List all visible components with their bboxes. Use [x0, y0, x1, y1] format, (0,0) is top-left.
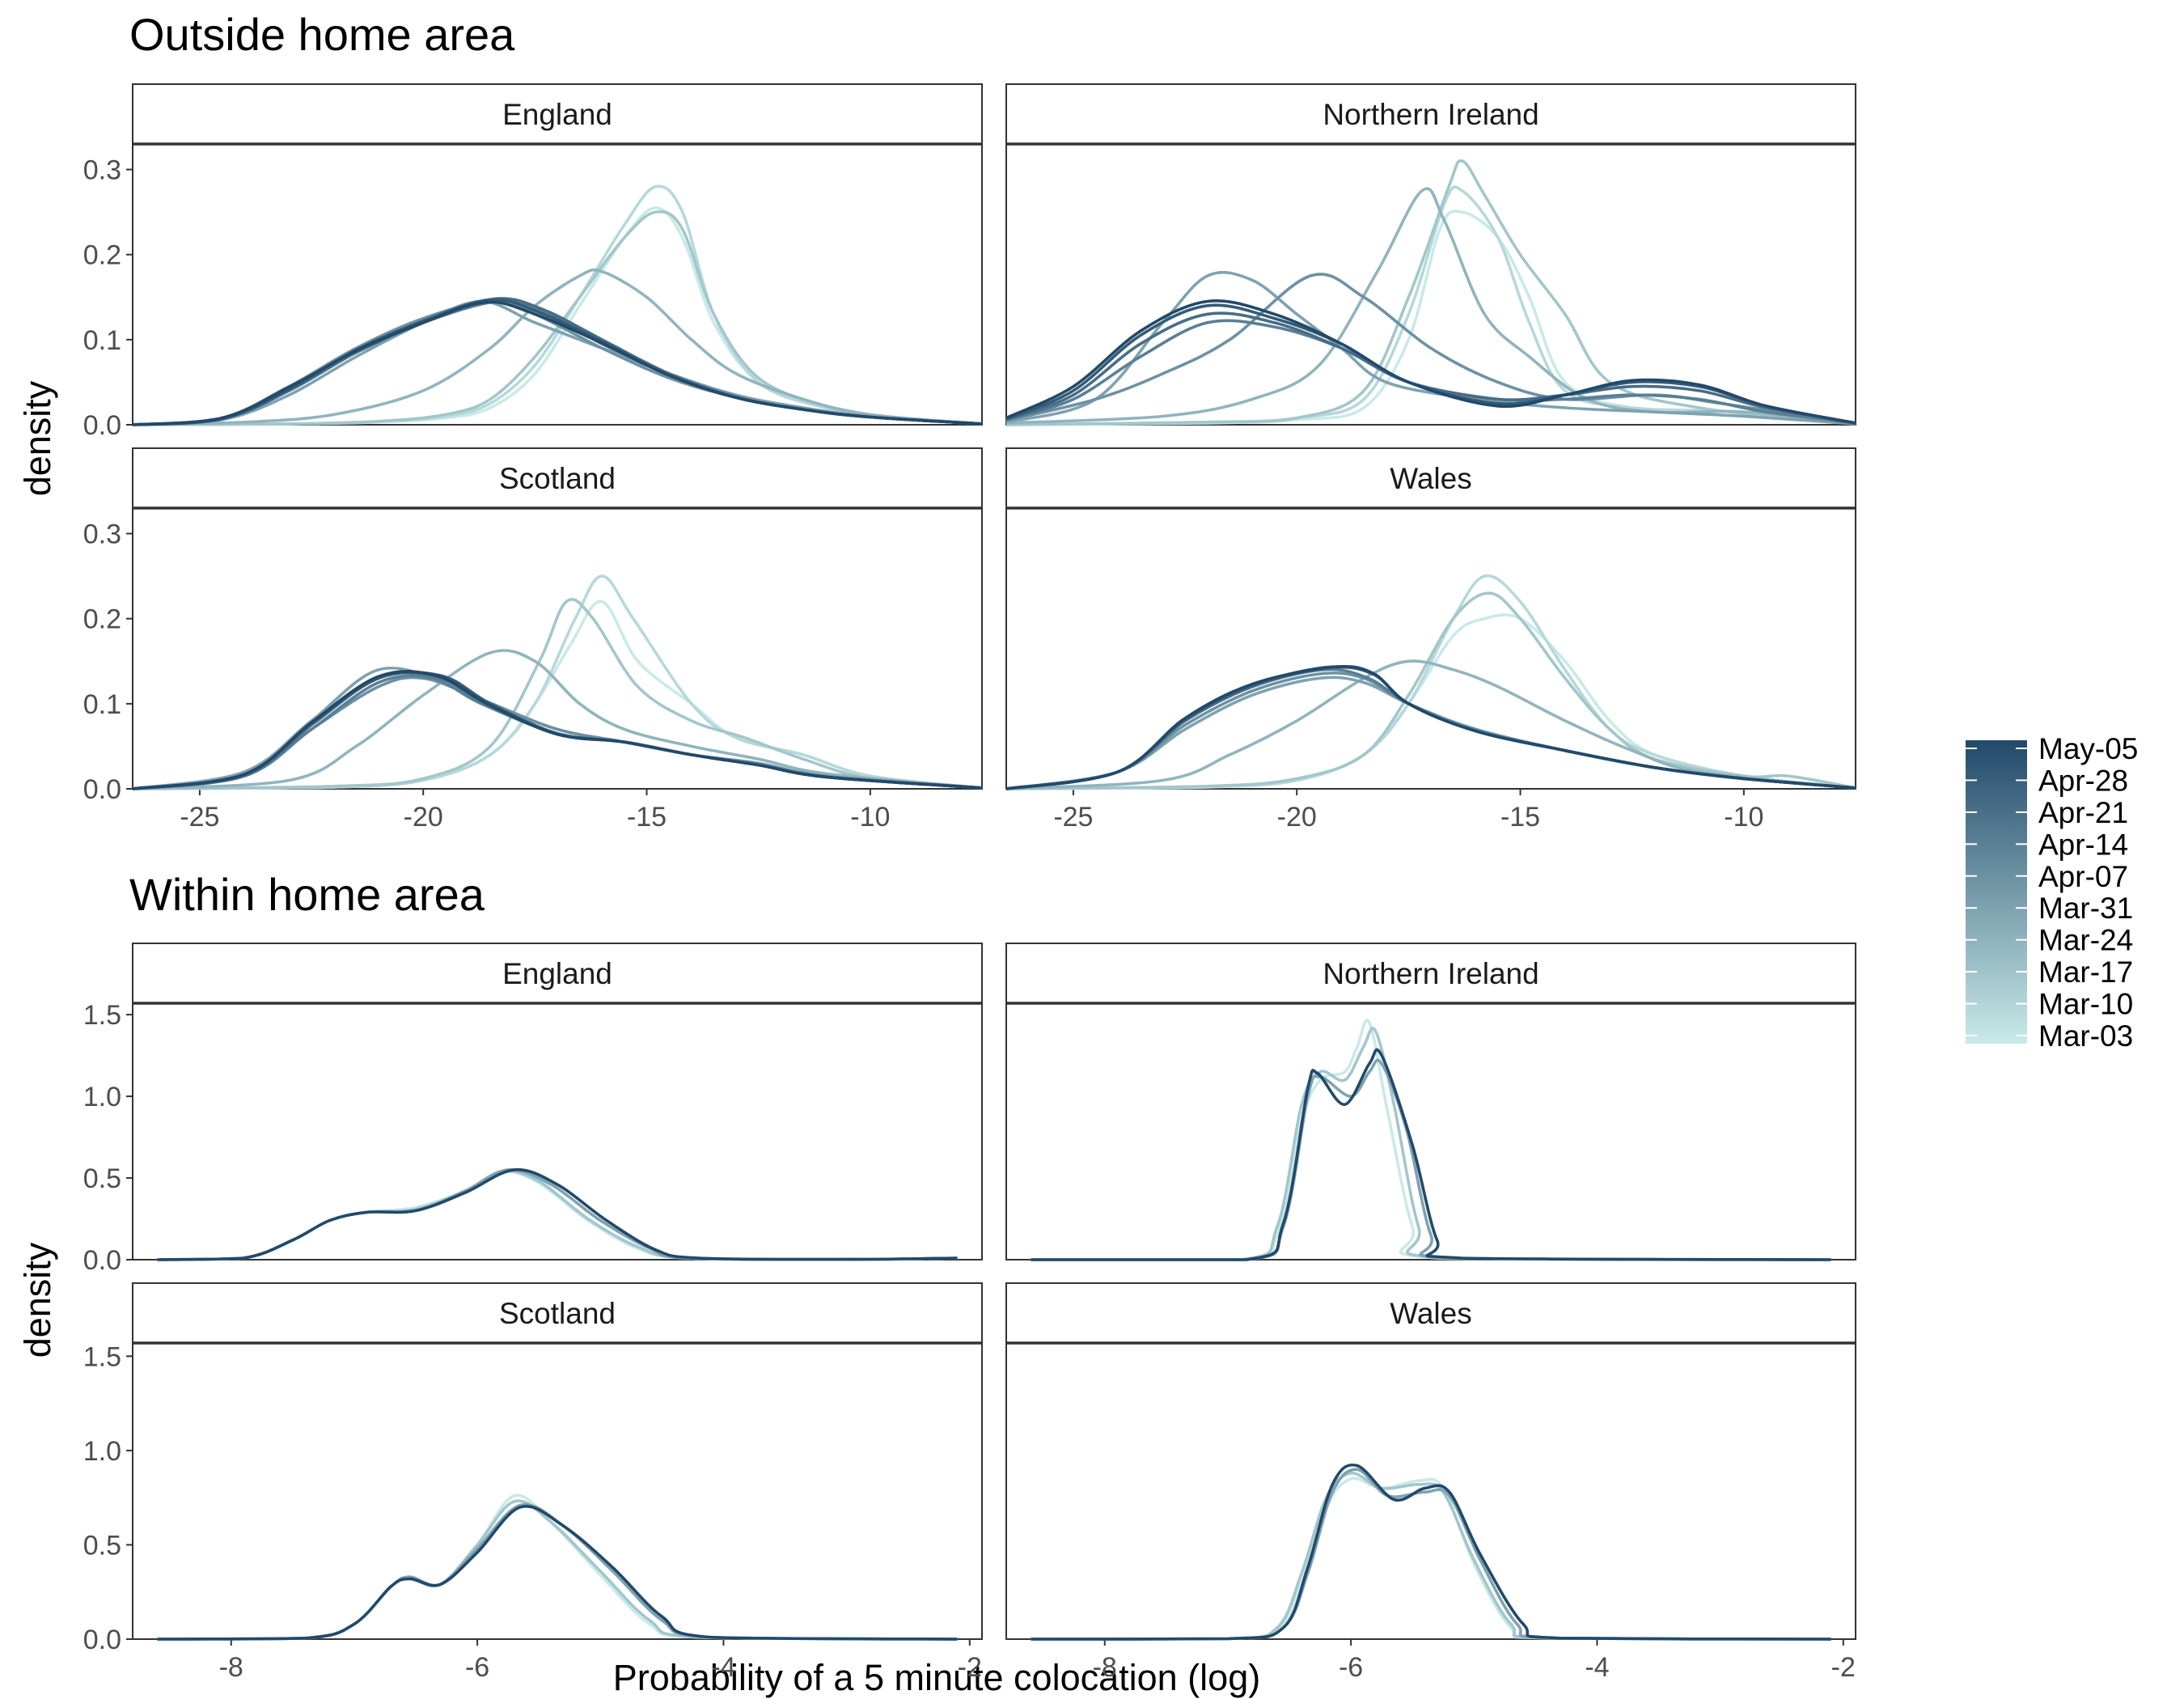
legend-label-mar-03: Mar-03 — [2038, 1019, 2133, 1053]
facet-panels: England 0.0 0.1 0.2 0.3 Northern Ireland Scotl… — [83, 83, 1856, 1683]
density-curve-mar-17 — [132, 598, 983, 790]
x-tick-label: -8 — [219, 1652, 243, 1683]
y-tick-label: 0.0 — [83, 774, 121, 805]
y-tick-label: 0.1 — [83, 325, 121, 356]
panel-frame — [132, 83, 983, 426]
legend-label-mar-17: Mar-17 — [2038, 955, 2133, 989]
y-tick-label: 0.0 — [83, 410, 121, 441]
strip-label-england: England — [502, 957, 612, 990]
x-tick-label: -2 — [958, 1652, 982, 1683]
strip-label-northern-ireland: Northern Ireland — [1323, 957, 1539, 990]
within-section-title: Within home area — [129, 869, 485, 920]
panel-outside-home-area-scotland: Scotland 0.0 0.1 0.2 0.3 -25 -20 -15 -10 — [83, 447, 983, 833]
legend-label-mar-10: Mar-10 — [2038, 988, 2133, 1021]
panel-frame — [132, 1282, 983, 1640]
panel-frame — [1005, 943, 1856, 1260]
x-tick-label: -20 — [1277, 802, 1317, 833]
x-tick-label: -20 — [404, 802, 443, 833]
panel-frame — [132, 943, 983, 1260]
outside-section-title: Outside home area — [129, 9, 515, 60]
density-curve-may-05 — [157, 1504, 958, 1641]
outside-y-axis-title: density — [17, 380, 58, 496]
panel-outside-home-area-northern-ireland: Northern Ireland — [1005, 83, 1856, 426]
density-curve-mar-24 — [132, 268, 983, 426]
density-curve-may-05 — [132, 300, 983, 426]
density-curve-mar-24 — [132, 649, 983, 790]
y-tick-label: 0.0 — [83, 1245, 121, 1276]
density-curve-mar-17 — [1005, 591, 1856, 790]
panel-frame — [1005, 447, 1856, 790]
density-curve-may-05 — [157, 1167, 958, 1261]
density-curve-may-05 — [132, 670, 983, 790]
panel-within-home-area-england: England 0.0 0.5 1.0 1.5 — [83, 943, 983, 1276]
density-curve-may-05 — [1005, 664, 1856, 790]
x-tick-label: -25 — [1053, 802, 1093, 833]
y-tick-label: 0.1 — [83, 689, 121, 720]
y-tick-label: 0.5 — [83, 1530, 121, 1561]
x-tick-label: -2 — [1831, 1652, 1856, 1683]
x-tick-label: -10 — [850, 802, 890, 833]
legend-label-apr-07: Apr-07 — [2038, 860, 2128, 893]
y-tick-label: 0.3 — [83, 155, 121, 186]
x-tick-label: -4 — [711, 1652, 735, 1683]
x-tick-label: -8 — [1093, 1652, 1117, 1683]
y-tick-label: 1.5 — [83, 1341, 121, 1372]
x-tick-label: -25 — [180, 802, 219, 833]
legend-colorbar — [1966, 740, 2027, 1044]
density-curve-mar-31 — [132, 299, 983, 426]
y-tick-label: 0.5 — [83, 1163, 121, 1194]
y-tick-label: 0.0 — [83, 1625, 121, 1655]
strip-label-wales: Wales — [1390, 462, 1471, 495]
y-tick-label: 1.0 — [83, 1436, 121, 1467]
legend-label-apr-21: Apr-21 — [2038, 796, 2128, 829]
strip-label-scotland: Scotland — [499, 1297, 616, 1330]
date-legend: May-05Apr-28Apr-21Apr-14Apr-07Mar-31Mar-… — [1966, 732, 2138, 1053]
strip-label-scotland: Scotland — [499, 462, 616, 495]
panel-outside-home-area-england: England 0.0 0.1 0.2 0.3 — [83, 83, 983, 441]
legend-label-mar-31: Mar-31 — [2038, 892, 2133, 925]
y-tick-label: 0.2 — [83, 604, 121, 635]
x-tick-label: -15 — [627, 802, 667, 833]
legend-label-apr-14: Apr-14 — [2038, 828, 2128, 861]
density-curve-mar-31 — [1005, 270, 1856, 426]
x-tick-label: -4 — [1585, 1652, 1609, 1683]
panel-frame — [1005, 1282, 1856, 1640]
y-tick-label: 0.2 — [83, 240, 121, 271]
strip-label-wales: Wales — [1390, 1297, 1471, 1330]
x-tick-label: -10 — [1724, 802, 1763, 833]
y-tick-label: 1.5 — [83, 1000, 121, 1031]
legend-label-apr-28: Apr-28 — [2038, 764, 2128, 797]
x-axis-title: Probability of a 5 minute colocation (lo… — [613, 1657, 1260, 1698]
legend-label-mar-24: Mar-24 — [2038, 924, 2133, 957]
panel-within-home-area-northern-ireland: Northern Ireland — [1005, 943, 1856, 1261]
strip-label-northern-ireland: Northern Ireland — [1323, 98, 1539, 131]
panel-outside-home-area-wales: Wales -25 -20 -15 -10 — [1005, 447, 1856, 833]
within-y-axis-title: density — [17, 1242, 58, 1358]
panel-within-home-area-scotland: Scotland 0.0 0.5 1.0 1.5 -8 -6 -4 -2 — [83, 1282, 983, 1683]
density-curve-may-05 — [1031, 1463, 1831, 1641]
y-tick-label: 0.3 — [83, 519, 121, 550]
density-curve-may-05 — [1031, 1048, 1831, 1261]
legend-label-may-05: May-05 — [2038, 732, 2138, 765]
x-tick-label: -15 — [1500, 802, 1540, 833]
density-curve-may-05 — [1005, 299, 1856, 425]
y-tick-label: 1.0 — [83, 1082, 121, 1112]
x-tick-label: -6 — [1339, 1652, 1363, 1683]
panel-within-home-area-wales: Wales -8 -6 -4 -2 — [1005, 1282, 1856, 1683]
x-tick-label: -6 — [465, 1652, 489, 1683]
density-curve-mar-24 — [1005, 659, 1856, 790]
strip-label-england: England — [502, 98, 612, 131]
